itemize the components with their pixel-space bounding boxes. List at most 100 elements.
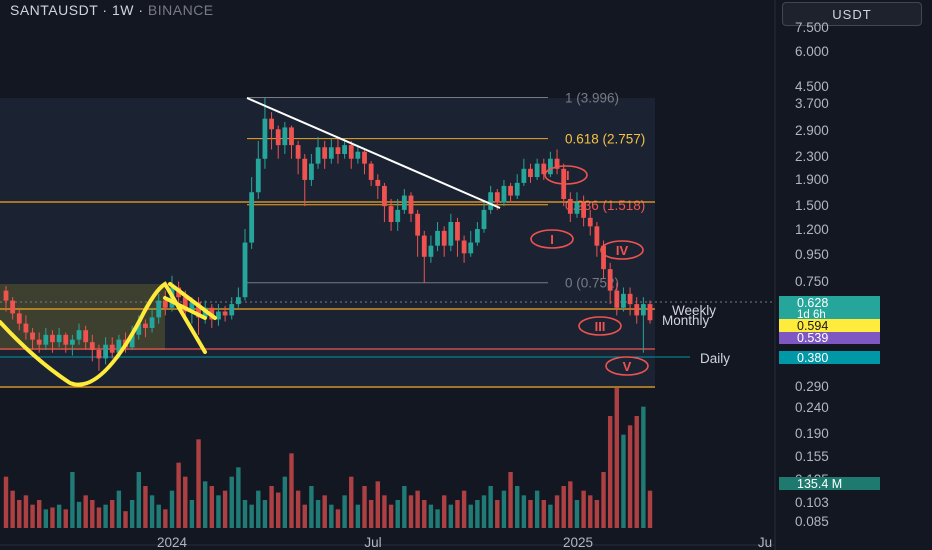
volume-bar bbox=[10, 490, 15, 528]
candle-body bbox=[534, 163, 540, 178]
candle-body bbox=[3, 290, 9, 301]
weekly-label: Weekly bbox=[672, 303, 716, 318]
volume-bar bbox=[448, 504, 454, 528]
volume-bar bbox=[461, 490, 467, 528]
candle-body bbox=[216, 311, 221, 320]
candle-body bbox=[76, 330, 82, 340]
volume-bar bbox=[3, 476, 9, 528]
volume-bar bbox=[634, 416, 639, 528]
candle-body bbox=[83, 330, 89, 343]
wave-ellipse bbox=[530, 229, 574, 249]
volume-bar bbox=[528, 500, 533, 528]
candle-body bbox=[441, 230, 447, 246]
volume-bar bbox=[568, 481, 573, 528]
candle-body bbox=[129, 334, 135, 348]
y-tick-label: 4.500 bbox=[795, 79, 829, 94]
volume-bar bbox=[349, 476, 354, 528]
volume-bar bbox=[43, 509, 49, 528]
volume-bar bbox=[315, 500, 321, 528]
candle-body bbox=[368, 163, 374, 180]
candle-body bbox=[328, 147, 334, 159]
candle-body bbox=[461, 240, 467, 254]
weekly-timer-tag bbox=[779, 309, 880, 319]
candle-body bbox=[382, 185, 387, 207]
volume-bar bbox=[554, 495, 560, 528]
volume-bar bbox=[216, 495, 221, 528]
candle-body bbox=[269, 118, 274, 130]
candle-body bbox=[249, 192, 255, 243]
candle-body bbox=[315, 147, 321, 164]
candle-body bbox=[10, 300, 16, 314]
candle-body bbox=[388, 206, 394, 222]
volume-bar bbox=[110, 500, 115, 528]
candle-body bbox=[335, 147, 341, 155]
monthly-label: Monthly bbox=[662, 313, 710, 328]
candle-body bbox=[282, 127, 288, 146]
volume-bar bbox=[242, 500, 248, 528]
volume-bar bbox=[143, 486, 148, 528]
daily-label: Daily bbox=[700, 351, 730, 366]
y-tick-label: 1.900 bbox=[795, 172, 829, 187]
x-tick-label: Jul bbox=[364, 535, 381, 550]
symbol-interval: 1W bbox=[111, 2, 134, 18]
candle-body bbox=[23, 323, 29, 333]
monthly-price: 0.594 bbox=[797, 319, 828, 333]
candle-body bbox=[96, 349, 102, 359]
volume-bar bbox=[534, 490, 540, 528]
candle-body bbox=[149, 317, 155, 328]
volume-bar bbox=[116, 490, 122, 528]
candle-body bbox=[554, 158, 560, 169]
candle-body bbox=[302, 158, 308, 180]
candle-body bbox=[448, 221, 454, 246]
candle-body bbox=[428, 245, 434, 257]
candle-body bbox=[528, 168, 533, 178]
volume-bar bbox=[621, 434, 626, 528]
volume-bar bbox=[70, 472, 75, 528]
candle-body bbox=[408, 195, 414, 214]
volume-bar bbox=[402, 486, 407, 528]
y-tick-label: 2.900 bbox=[795, 123, 829, 138]
volume-bar bbox=[475, 500, 480, 528]
candle-body bbox=[468, 242, 474, 254]
volume-tag bbox=[779, 477, 880, 490]
candle-body bbox=[43, 334, 49, 345]
volume-bar bbox=[627, 425, 633, 528]
volume-bar bbox=[415, 490, 420, 528]
volume-bar bbox=[56, 504, 62, 528]
volume-bar bbox=[276, 492, 281, 528]
candle-body bbox=[521, 168, 527, 183]
candle-body bbox=[36, 339, 42, 345]
volume-bar bbox=[435, 509, 440, 528]
weekly-price: 0.628 bbox=[797, 296, 828, 310]
y-tick-label: 2.300 bbox=[795, 149, 829, 164]
candle-body bbox=[581, 202, 587, 218]
candle-body bbox=[189, 302, 195, 312]
volume-bar bbox=[256, 490, 261, 528]
symbol-title[interactable]: SANTAUSDT · 1W · BINANCE bbox=[10, 2, 214, 18]
x-tick-label: 2024 bbox=[157, 535, 188, 550]
candle-body bbox=[541, 163, 547, 175]
current-tag bbox=[779, 332, 880, 344]
volume-bar bbox=[548, 504, 553, 528]
volume-bar bbox=[123, 511, 128, 528]
candle-body bbox=[621, 293, 626, 308]
y-tick-label: 0.290 bbox=[795, 379, 829, 394]
candle-body bbox=[162, 300, 168, 308]
fib-label: 0 (0.752) bbox=[565, 276, 619, 291]
candle-body bbox=[309, 163, 314, 180]
volume-bar bbox=[169, 490, 175, 528]
candle-body bbox=[289, 127, 294, 146]
volume-bar bbox=[96, 507, 102, 528]
volume-bar bbox=[382, 495, 387, 528]
volume-bar bbox=[163, 509, 168, 528]
volume-bar bbox=[647, 490, 653, 528]
symbol-name: SANTAUSDT bbox=[10, 2, 98, 18]
candle-body bbox=[229, 304, 235, 316]
currency-button[interactable]: USDT bbox=[782, 2, 922, 26]
volume-bar bbox=[196, 439, 201, 528]
volume-bar bbox=[481, 495, 487, 528]
volume-bar bbox=[441, 495, 447, 528]
y-tick-label: 3.700 bbox=[795, 96, 829, 111]
candle-body bbox=[50, 334, 55, 343]
